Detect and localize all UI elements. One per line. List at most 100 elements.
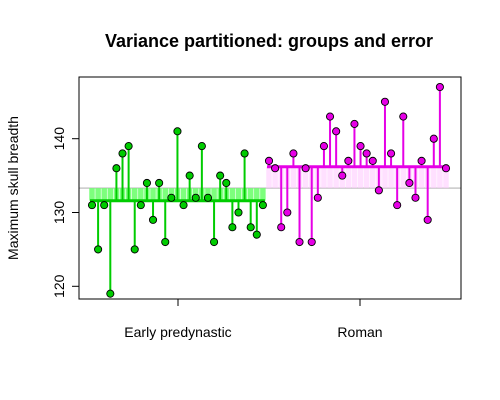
- group-effect-bar: [400, 166, 407, 189]
- y-tick-label: 120: [51, 274, 67, 298]
- data-point: [399, 112, 408, 121]
- data-point: [325, 112, 335, 121]
- data-point: [356, 142, 365, 151]
- data-point: [264, 156, 274, 165]
- group-effect-bar: [266, 166, 272, 189]
- data-point: [283, 208, 292, 217]
- group-effect-bar: [89, 188, 95, 201]
- group-effect-bar: [363, 166, 370, 189]
- group-effect-bar: [138, 188, 144, 201]
- y-tick-label: 130: [51, 201, 67, 225]
- data-point: [387, 149, 396, 158]
- group-effect-bar: [437, 166, 443, 189]
- data-point: [185, 171, 194, 180]
- data-point: [155, 178, 164, 188]
- group-effect-bar: [333, 166, 339, 189]
- data-point: [179, 201, 188, 210]
- data-point: [210, 237, 219, 247]
- chart-title: Variance partitioned: groups and error: [105, 31, 433, 51]
- data-point: [112, 164, 121, 173]
- group-effect-bar: [321, 166, 327, 189]
- group-effect-bar: [370, 166, 376, 189]
- data-point: [271, 164, 280, 173]
- data-point: [216, 171, 225, 180]
- data-point: [136, 201, 145, 210]
- data-point: [222, 178, 231, 188]
- x-tick-label: Early predynastic: [124, 324, 231, 340]
- group-effect-bar: [260, 188, 266, 201]
- group-effect-bar: [302, 166, 309, 189]
- data-point: [228, 223, 237, 232]
- group-effect-bar: [235, 188, 242, 201]
- group-effect-bar: [107, 188, 114, 201]
- group-effect-bar: [95, 188, 101, 201]
- data-point: [161, 237, 170, 247]
- group-effect-bar: [162, 188, 168, 201]
- data-point: [197, 142, 206, 151]
- y-axis-label: Maximum skull breadth: [5, 116, 21, 260]
- data-point: [234, 208, 243, 217]
- data-point: [173, 127, 182, 136]
- y-axis: 120 130 140: [51, 127, 79, 298]
- data-point: [313, 193, 322, 202]
- group-effect-bar: [254, 188, 260, 201]
- group-effect-bar: [180, 188, 187, 201]
- data-point: [380, 97, 390, 106]
- group-effect-bar: [388, 166, 394, 189]
- data-point: [301, 164, 310, 173]
- data-point: [240, 149, 249, 158]
- group-effect-bar: [150, 188, 156, 201]
- data-point: [289, 149, 298, 158]
- group-effect-bar: [431, 166, 437, 189]
- data-point: [142, 178, 151, 188]
- group-effect-bar: [345, 166, 352, 189]
- group-effect-bar: [418, 166, 425, 189]
- x-tick-label: Roman: [337, 324, 382, 340]
- data-point: [100, 201, 109, 210]
- data-point: [167, 193, 176, 202]
- data-point: [405, 178, 414, 188]
- data-point: [435, 82, 444, 92]
- data-point: [350, 119, 359, 128]
- group-effect-bar: [443, 166, 449, 189]
- data-point: [411, 193, 420, 202]
- data-point: [307, 237, 316, 247]
- data-point: [94, 245, 103, 254]
- data-point: [124, 142, 133, 151]
- group-effect-bar: [382, 166, 388, 189]
- data-point: [417, 156, 426, 165]
- data-point: [441, 164, 451, 173]
- data-point: [106, 289, 115, 298]
- data-point: [191, 193, 200, 202]
- data-point: [203, 193, 213, 202]
- data-point: [252, 230, 261, 239]
- x-axis: Early predynastic Roman: [124, 299, 383, 340]
- data-point: [246, 223, 255, 232]
- group-effect-bar: [357, 166, 364, 189]
- data-point: [295, 237, 304, 247]
- data-point: [393, 201, 402, 210]
- data-point: [368, 156, 377, 165]
- y-tick-label: 140: [51, 127, 67, 151]
- plot-area: [79, 82, 461, 298]
- data-point: [429, 134, 438, 143]
- data-point: [374, 186, 383, 195]
- group-effect-bar: [131, 188, 138, 201]
- data-point: [87, 201, 97, 210]
- data-point: [319, 142, 328, 151]
- group-effect-bar: [327, 166, 333, 189]
- group-effect-bar: [101, 188, 107, 201]
- group-effect-bar: [229, 188, 236, 201]
- data-point: [332, 127, 341, 136]
- data-point: [258, 201, 267, 210]
- data-point: [118, 149, 127, 158]
- data-point: [130, 245, 139, 254]
- data-point: [423, 215, 432, 224]
- data-point: [148, 215, 158, 224]
- data-point: [344, 156, 353, 165]
- data-point: [362, 149, 371, 158]
- data-point: [338, 171, 347, 180]
- group-effect-bar: [247, 188, 254, 201]
- group-effect-bar: [272, 166, 278, 189]
